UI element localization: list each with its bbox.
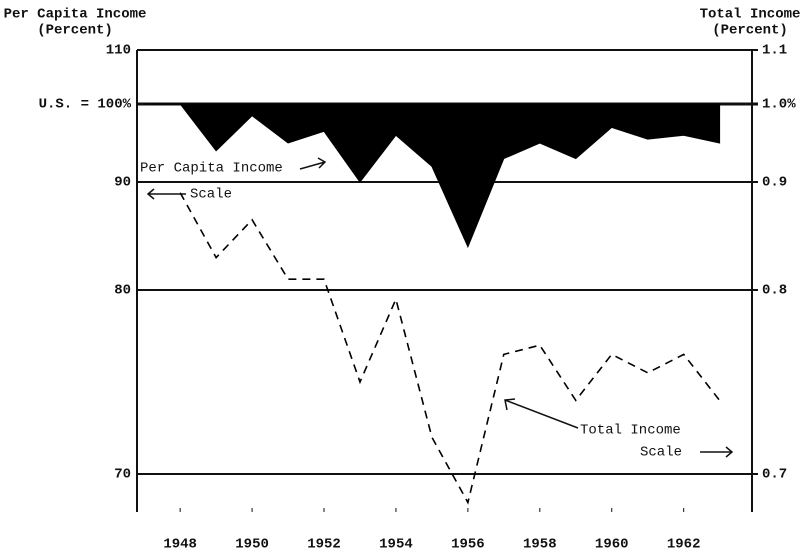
y-tick-label: 110	[106, 43, 131, 59]
annotation: Scale	[190, 187, 232, 203]
arrow	[504, 398, 579, 429]
annotation-arrows	[146, 157, 734, 458]
annotation: Per Capita Income	[140, 161, 283, 177]
y2-tick-label: 0.7	[762, 467, 787, 483]
y2-tick-label: 1.1	[762, 43, 787, 59]
arrow	[146, 188, 186, 200]
y2-axis-title: (Percent)	[712, 23, 788, 39]
x-tick-label: 1956	[451, 537, 485, 553]
area	[144, 103, 721, 249]
x-tick-label: 1958	[523, 537, 557, 553]
annotation: Scale	[640, 445, 682, 461]
y2-tick-label: 0.9	[762, 175, 787, 191]
x-tick-label: 1952	[307, 537, 341, 553]
y-tick-label: 70	[114, 467, 131, 483]
x-tick-label: 1950	[235, 537, 269, 553]
arrow	[700, 446, 734, 458]
x-tick-label: 1962	[667, 537, 701, 553]
y2-tick-label: 1.0%	[762, 97, 796, 113]
arrow	[299, 157, 327, 170]
annotation: Total Income	[580, 423, 681, 439]
x-tick-label: 1960	[595, 537, 629, 553]
y-axis-title: Per Capita Income	[4, 7, 147, 23]
y2-axis-title: Total Income	[700, 7, 801, 23]
y-tick-label: U.S. = 100%	[39, 97, 132, 113]
y2-tick-label: 0.8	[762, 283, 787, 299]
x-tick-label: 1948	[163, 537, 197, 553]
y-axis-title: (Percent)	[37, 23, 113, 39]
line	[179, 192, 721, 505]
y-tick-label: 90	[114, 175, 131, 191]
x-tick-label: 1954	[379, 537, 413, 553]
y-tick-label: 80	[114, 283, 131, 299]
